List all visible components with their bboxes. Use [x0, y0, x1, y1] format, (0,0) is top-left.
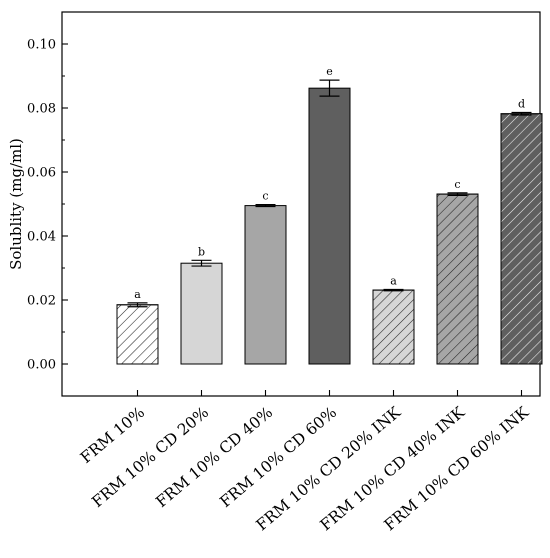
bar — [180, 262, 223, 365]
significance-label: d — [518, 97, 525, 110]
category-label: FRM 10% CD 20% — [88, 403, 212, 511]
y-tick-label: 0.02 — [27, 294, 56, 309]
significance-label: b — [198, 245, 205, 258]
bars-layer: a b c e a c d — [116, 65, 543, 365]
significance-label: e — [326, 65, 333, 78]
y-tick-label: 0.00 — [27, 358, 56, 373]
y-axis-title: Solublity (mg/ml) — [7, 138, 25, 270]
y-tick-label: 0.06 — [27, 166, 56, 181]
y-tick-label: 0.08 — [27, 102, 56, 117]
bar-hatch — [500, 113, 543, 365]
bar-hatch — [116, 304, 159, 365]
significance-label: c — [454, 178, 460, 191]
y-tick-label: 0.10 — [27, 38, 56, 53]
bar — [308, 87, 351, 365]
significance-label: a — [390, 274, 397, 287]
significance-label: a — [134, 288, 141, 301]
bar — [244, 205, 287, 365]
bar-hatch — [372, 289, 415, 365]
y-tick-label: 0.04 — [27, 230, 56, 245]
bar-hatch — [436, 193, 479, 365]
category-label: FRM 10% CD 60% — [216, 403, 340, 511]
category-label: FRM 10% CD 40% — [152, 403, 276, 511]
significance-label: c — [262, 190, 268, 203]
